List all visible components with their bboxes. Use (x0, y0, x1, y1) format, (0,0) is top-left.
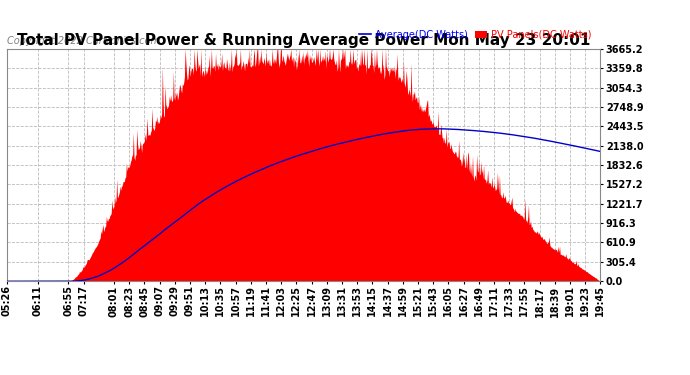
Title: Total PV Panel Power & Running Average Power Mon May 23 20:01: Total PV Panel Power & Running Average P… (17, 33, 590, 48)
Text: Copyright 2022 Cartronics.com: Copyright 2022 Cartronics.com (7, 36, 160, 46)
Legend: Average(DC Watts), PV Panels(DC Watts): Average(DC Watts), PV Panels(DC Watts) (355, 26, 595, 44)
